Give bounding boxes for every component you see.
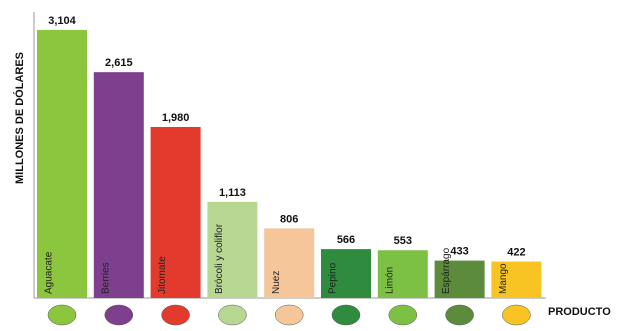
product-icon bbox=[161, 304, 190, 326]
category-label: Limón bbox=[384, 267, 395, 294]
product-icon bbox=[445, 304, 474, 326]
value-label: 806 bbox=[280, 213, 298, 225]
value-label: 1,113 bbox=[219, 187, 246, 199]
product-icon bbox=[218, 304, 247, 326]
product-icon bbox=[331, 304, 361, 326]
product-icon bbox=[502, 304, 531, 326]
bar bbox=[207, 201, 258, 298]
category-label: Berries bbox=[100, 262, 111, 294]
x-axis-label: PRODUCTO bbox=[548, 306, 611, 318]
value-label: 422 bbox=[507, 246, 525, 258]
value-label: 1,980 bbox=[162, 112, 190, 124]
category-label: Espárrago bbox=[441, 247, 452, 294]
category-label: Aguacate bbox=[44, 251, 55, 294]
value-label: 3,104 bbox=[48, 15, 76, 27]
bar bbox=[264, 228, 315, 298]
bar bbox=[93, 72, 144, 298]
value-label: 433 bbox=[450, 246, 468, 258]
bar bbox=[37, 29, 87, 298]
product-icon bbox=[104, 304, 134, 326]
product-icon bbox=[47, 304, 77, 326]
category-label: Brócoli y coliflor bbox=[214, 223, 225, 294]
value-label: 566 bbox=[337, 234, 355, 246]
value-label: 553 bbox=[394, 235, 412, 247]
bar bbox=[491, 261, 542, 298]
product-icon bbox=[388, 304, 418, 326]
value-label: 2,615 bbox=[105, 57, 133, 69]
category-label: Pepino bbox=[328, 262, 339, 294]
bar bbox=[150, 127, 201, 298]
bar bbox=[321, 249, 371, 298]
category-label: Jitomate bbox=[157, 256, 168, 294]
bar bbox=[377, 250, 428, 298]
category-label: Nuez bbox=[271, 271, 282, 294]
product-icon bbox=[274, 304, 304, 326]
category-label: Mango bbox=[498, 263, 509, 294]
y-axis-label: MILLONES DE DÓLARES bbox=[13, 52, 26, 184]
bar bbox=[434, 260, 485, 298]
